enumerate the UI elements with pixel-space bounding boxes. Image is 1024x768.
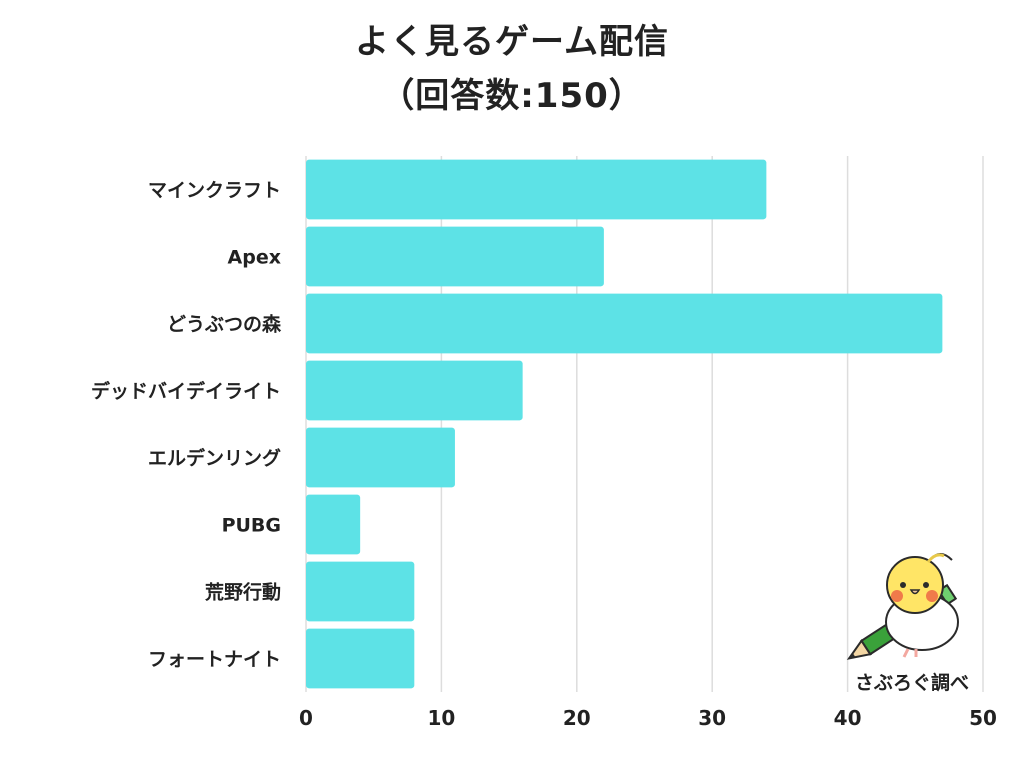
category-label: PUBG (222, 515, 281, 537)
bar (306, 628, 415, 689)
category-label: デッドバイデイライト (91, 380, 281, 403)
x-tick-label: 20 (563, 706, 591, 730)
chart-subtitle: （回答数:150） (380, 76, 644, 116)
bar (306, 226, 604, 287)
category-label: フォートナイト (148, 649, 281, 671)
bar (306, 561, 415, 622)
x-tick-label: 30 (698, 706, 726, 730)
category-label: マインクラフト (148, 180, 281, 202)
x-tick-label: 10 (427, 706, 455, 730)
x-tick-labels: 0 10 20 30 40 50 (299, 706, 997, 730)
x-tick-label: 0 (299, 706, 313, 730)
bar (306, 159, 767, 220)
x-tick-label: 50 (969, 706, 997, 730)
category-label: Apex (228, 247, 281, 269)
category-label: 荒野行動 (205, 581, 281, 604)
bar (306, 427, 455, 488)
chart-title: よく見るゲーム配信 (355, 22, 669, 62)
bar (306, 494, 361, 555)
category-label: どうぶつの森 (167, 313, 282, 336)
bars (306, 159, 943, 689)
x-tick-label: 40 (834, 706, 862, 730)
cockatiel-with-pencil-icon (846, 553, 959, 660)
bar (306, 293, 943, 354)
source-credit: さぶろぐ調べ (854, 672, 969, 694)
bar (306, 360, 523, 421)
category-label: エルデンリング (148, 447, 281, 470)
